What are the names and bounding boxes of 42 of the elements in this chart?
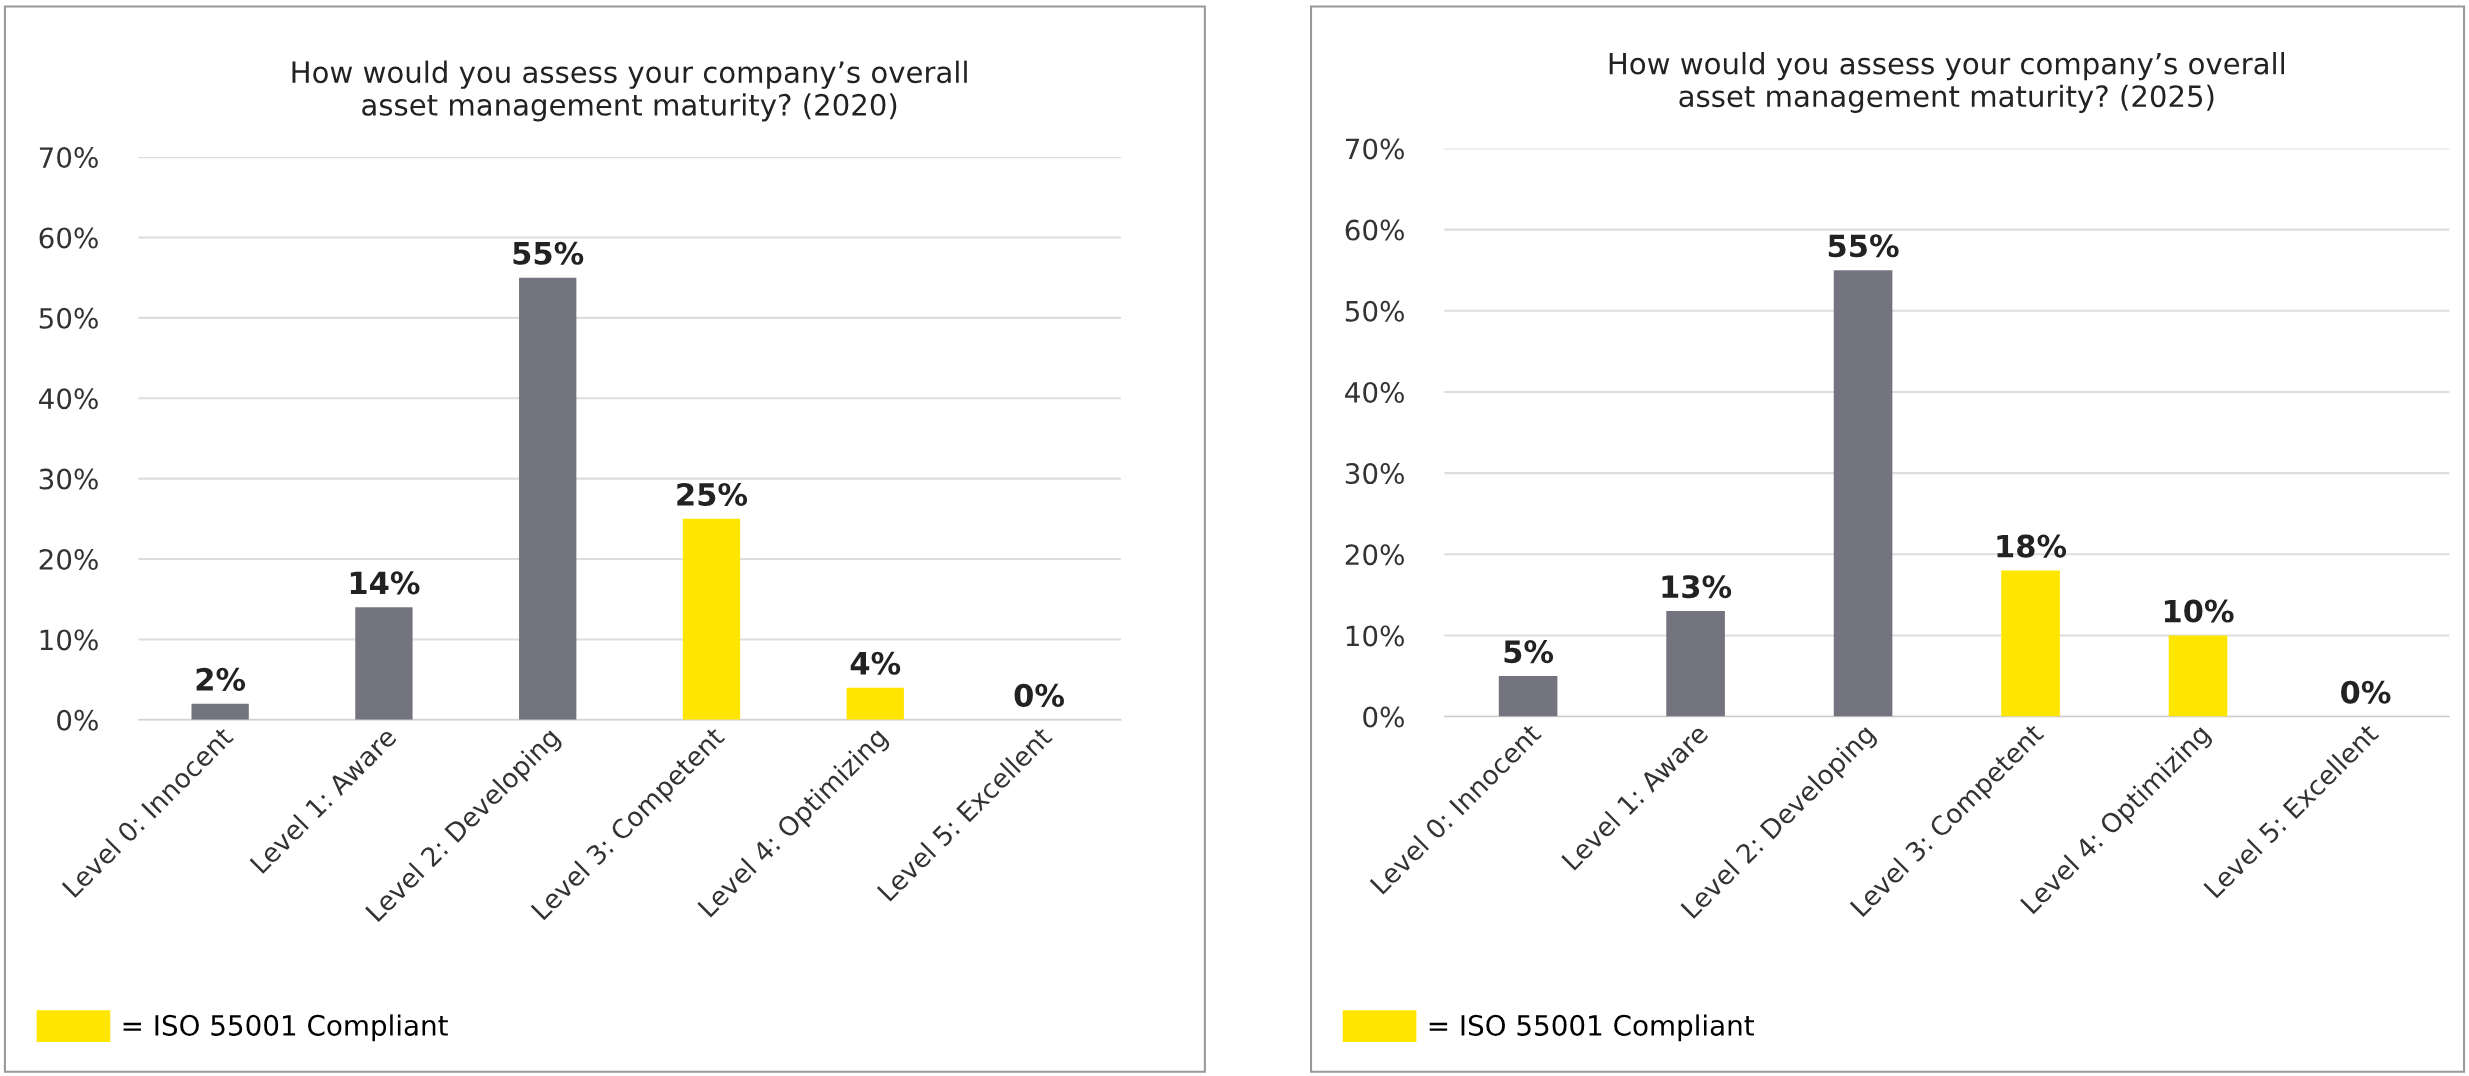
y-tick-label: 70% (1346, 138, 1404, 160)
bar (2168, 635, 2228, 717)
bar (846, 687, 904, 720)
chart-title: How would you assess your company’s overall asset management maturity? (2025) (1609, 52, 2284, 113)
y-tick-label: 50% (39, 307, 98, 329)
legend-label: = ISO 55001 Compliant (123, 1014, 448, 1042)
y-tick-label: 20% (39, 549, 98, 571)
data-label: 14% (350, 571, 420, 595)
data-label: 25% (677, 482, 748, 506)
data-label: 0% (1014, 683, 1064, 707)
data-label: 5% (1504, 640, 1554, 664)
y-tick-label: 60% (39, 227, 98, 249)
data-label: 13% (1662, 575, 1732, 599)
y-tick-label: 50% (1345, 300, 1404, 322)
data-label: 0% (2341, 680, 2391, 704)
legend-label: = ISO 55001 Compliant (1429, 1014, 1754, 1042)
data-label: 4% (850, 651, 901, 675)
bar (191, 703, 249, 720)
y-tick-label: 70% (39, 147, 98, 169)
bar (682, 518, 741, 720)
y-tick-label: 40% (1345, 381, 1404, 403)
data-label: 55% (1828, 234, 1899, 258)
bar (1666, 611, 1725, 717)
y-tick-label: 60% (1345, 219, 1404, 241)
bar (2001, 570, 2060, 717)
bar (1833, 270, 1893, 717)
bar (519, 277, 577, 720)
y-tick-label: 40% (38, 388, 98, 410)
y-tick-label: 0% (57, 709, 98, 731)
bar (355, 607, 413, 720)
data-label: 2% (196, 667, 246, 691)
data-label: 18% (1997, 534, 2067, 558)
y-tick-label: 30% (1345, 463, 1404, 485)
y-tick-label: 30% (39, 468, 98, 490)
chart-title: How would you assess your company’s overall asset management maturity? (2020) (292, 60, 967, 122)
data-label: 55% (513, 241, 584, 265)
y-tick-label: 10% (1346, 625, 1404, 647)
bar (1498, 676, 1558, 717)
y-tick-label: 10% (40, 629, 98, 651)
y-tick-label: 20% (1345, 544, 1404, 566)
data-label: 10% (2164, 599, 2234, 623)
y-tick-label: 0% (1363, 706, 1404, 728)
